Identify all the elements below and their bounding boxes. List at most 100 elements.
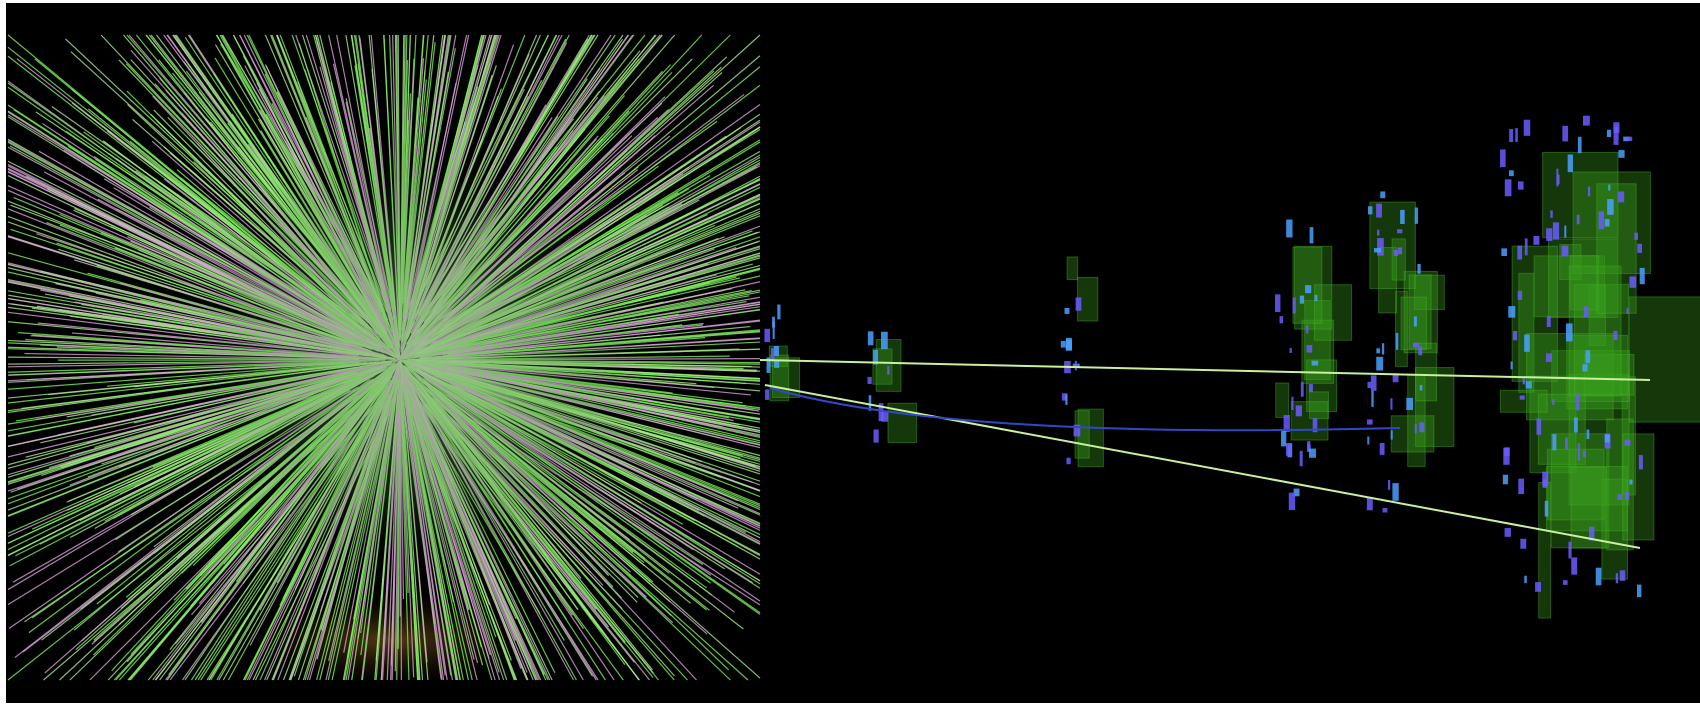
hit [1556,168,1559,187]
detector-module [1394,290,1408,367]
hit [1289,347,1292,353]
hit [1522,378,1525,385]
hit [1517,181,1524,190]
hit [1517,290,1523,300]
detector-module [1413,274,1445,311]
hit [1618,150,1625,158]
hit [1291,396,1294,410]
hit [1382,508,1388,513]
hit [1613,126,1619,145]
hit [1562,125,1569,142]
hit [1576,214,1580,225]
hit [1524,575,1527,584]
hit [1561,245,1569,257]
hit [1535,582,1542,592]
hit [1414,423,1417,434]
hit [1608,184,1611,191]
hit [1066,457,1071,465]
hit [1417,263,1421,274]
hit [1604,434,1610,443]
hit [1619,570,1626,581]
hit [1379,442,1385,455]
hit [1413,316,1417,327]
hit [1283,415,1290,432]
hit [1406,397,1414,411]
hit [1562,580,1568,585]
hit [1504,447,1510,456]
hit [1376,203,1382,218]
hit [1545,353,1552,362]
hit [1586,429,1590,440]
track [764,384,1641,549]
detector-module [1308,391,1330,420]
detector-module [1538,481,1552,619]
hit [1552,399,1555,406]
hit [1061,393,1068,401]
hit [1376,348,1380,354]
hit [1312,418,1318,433]
hit [1515,128,1518,142]
hit [1567,154,1573,173]
hit [1510,361,1513,370]
hit [1587,186,1591,197]
detector-module [1390,415,1435,453]
hit [1392,483,1399,501]
hit [1387,479,1391,490]
track [769,387,1401,432]
hit [1060,340,1066,348]
hit [1576,393,1580,411]
hit [1546,316,1551,328]
detector-planes [764,115,1700,619]
hit [1400,209,1405,224]
hit [1524,334,1530,352]
detector-module [1622,433,1655,541]
hit [764,328,771,343]
hit [1604,218,1610,227]
hit [1595,567,1602,586]
hit [1074,360,1077,371]
hit [1397,229,1403,234]
hit [773,345,779,357]
hit [777,304,781,320]
hit [1418,346,1423,356]
hit [1311,360,1319,366]
hit [1504,179,1512,197]
hit [1370,375,1377,391]
hit [1309,448,1316,458]
hit [1524,238,1528,256]
hit [765,389,770,400]
hit [1520,538,1527,549]
detector-module [1572,171,1651,275]
hit [1299,450,1303,467]
hit [1615,573,1619,584]
detector-module [1547,238,1619,319]
hit [1288,492,1296,511]
hit [1588,526,1595,541]
hit [1639,267,1645,285]
hit [1075,297,1082,311]
detector-module [1583,353,1635,396]
hit [1286,443,1291,456]
hit [1300,382,1304,397]
hit [1598,211,1605,230]
hit [1390,430,1393,440]
detector-module [1551,350,1630,403]
hit [1392,373,1399,383]
hit [1519,395,1525,400]
hit [1546,228,1553,241]
hit [1564,225,1567,238]
detector-module [1628,296,1700,423]
hit [1366,419,1373,425]
hit [1624,439,1631,446]
hit [1390,398,1393,410]
hit [1568,541,1572,559]
detector-module [1313,284,1353,341]
hit [1582,115,1590,126]
detector-module [1550,433,1610,549]
hit [1502,474,1509,485]
hit [1617,494,1623,501]
forward-tracks [759,359,1651,549]
hit [881,410,889,422]
hit [1577,136,1582,154]
